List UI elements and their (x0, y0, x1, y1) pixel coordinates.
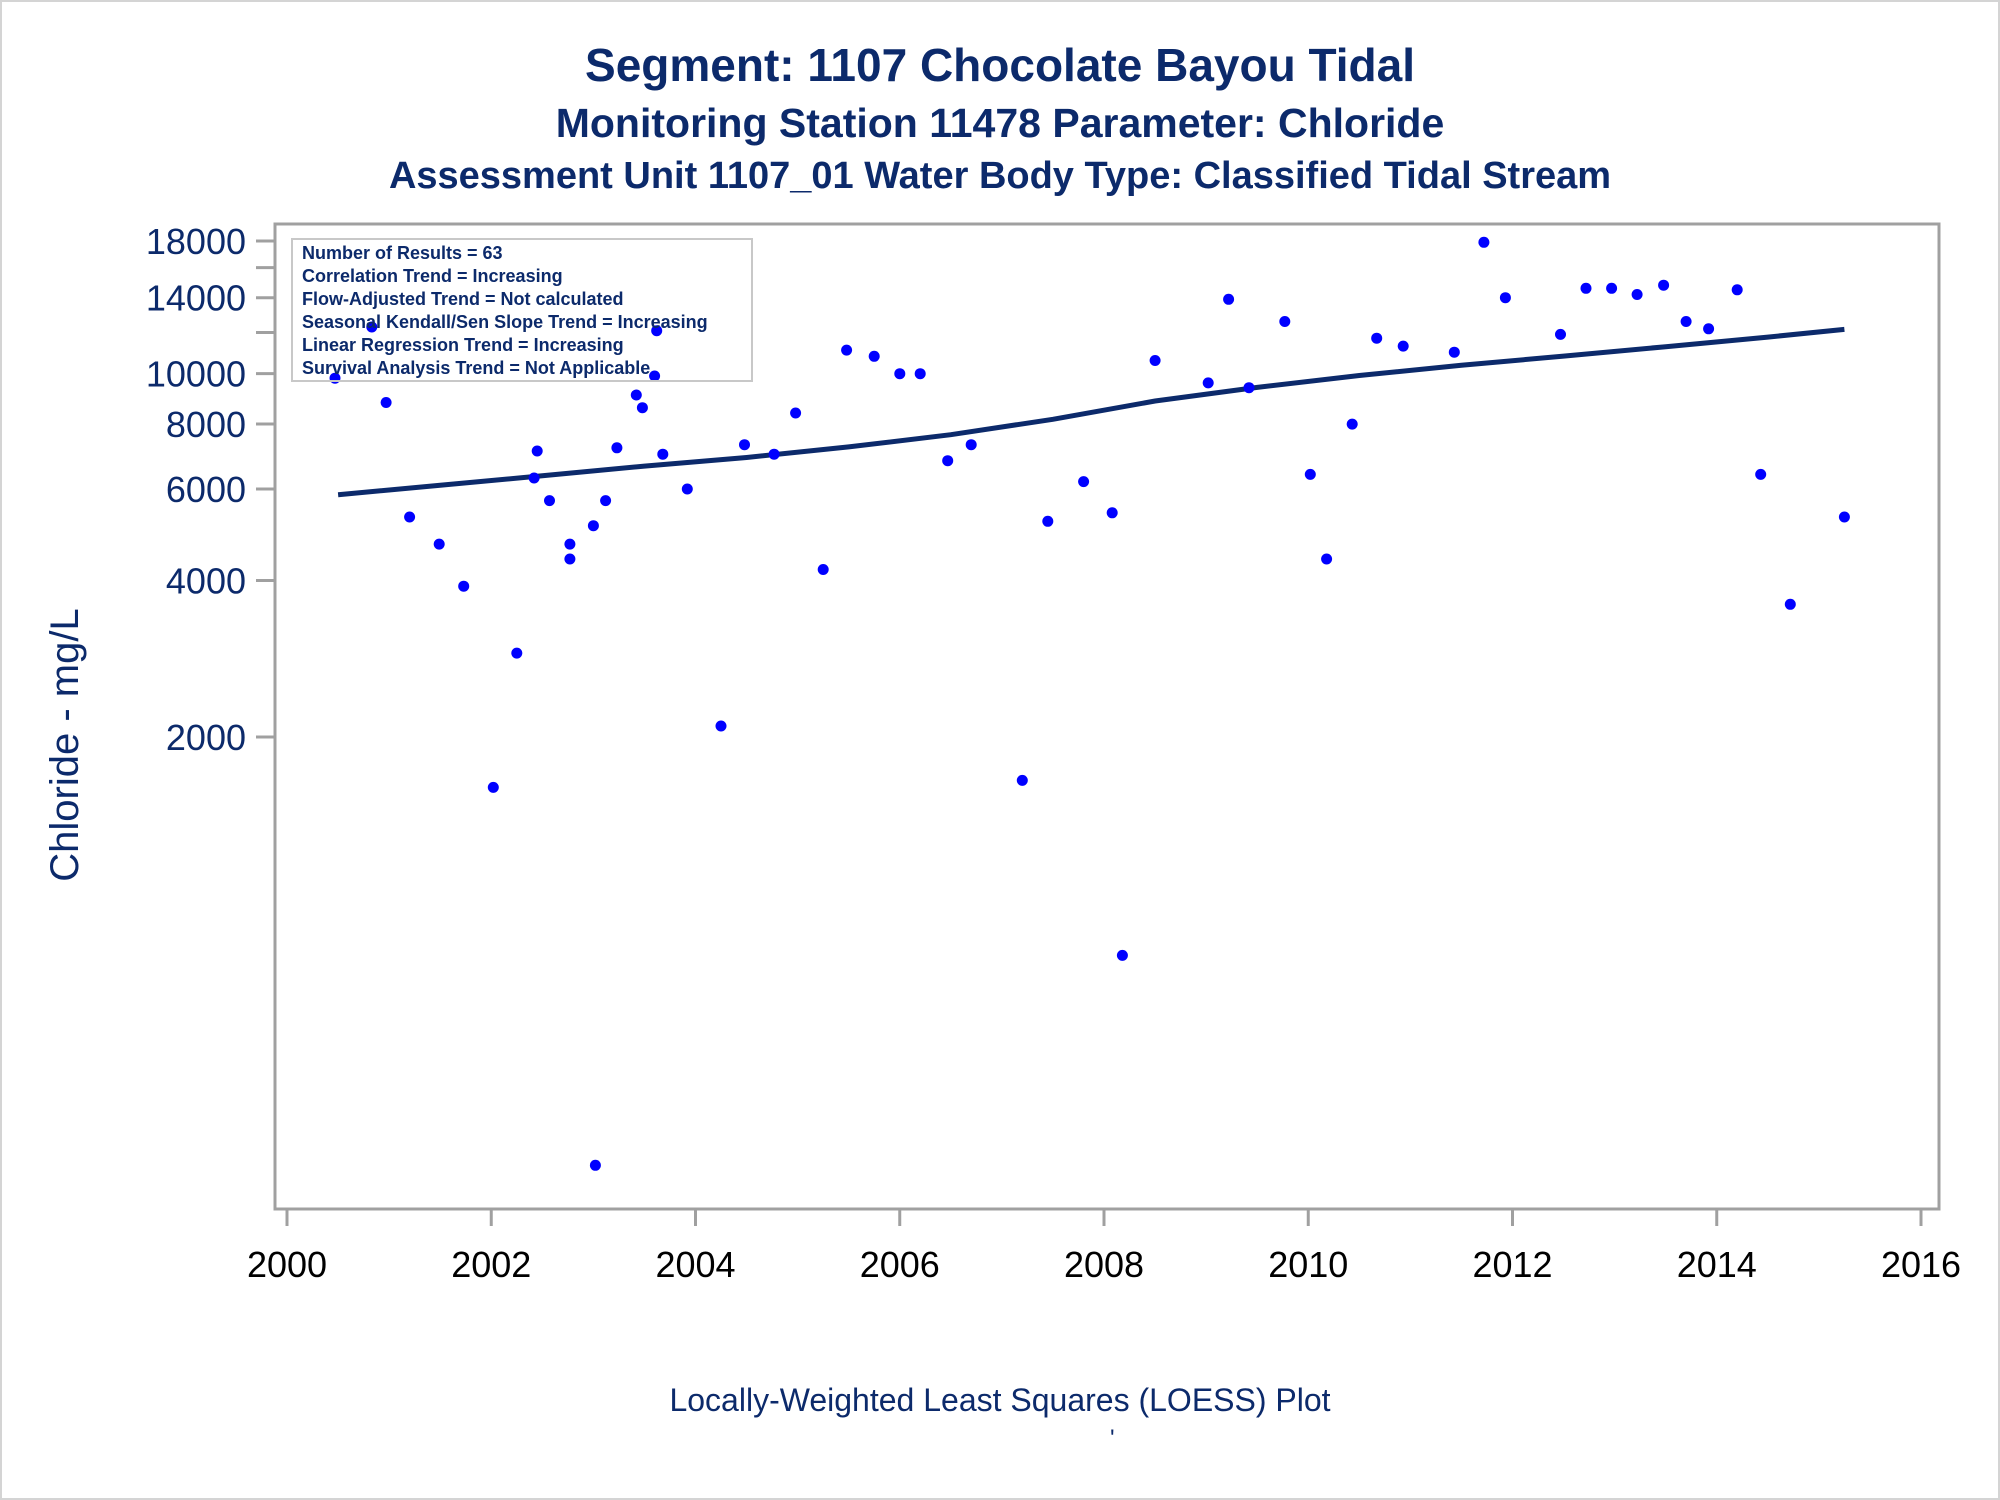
data-point (1838, 511, 1850, 523)
data-point (1042, 515, 1054, 527)
x-tick-label: 2002 (451, 1244, 531, 1285)
x-tick-label: 2000 (247, 1244, 327, 1285)
data-point (1448, 346, 1460, 358)
data-point (649, 370, 661, 382)
data-point (1304, 468, 1316, 480)
data-point (1202, 377, 1214, 389)
data-point (817, 564, 829, 575)
data-point (841, 344, 853, 356)
data-point (715, 720, 727, 732)
x-tick-label: 2010 (1268, 1244, 1348, 1285)
data-point (531, 445, 543, 457)
stats-box-line: Flow-Adjusted Trend = Not calculated (302, 289, 624, 309)
data-point (739, 439, 750, 451)
y-tick-label: 14000 (146, 278, 246, 319)
data-point (564, 538, 576, 550)
stats-box-line: Linear Regression Trend = Increasing (302, 335, 624, 355)
data-point (1346, 418, 1358, 430)
data-point (1223, 293, 1235, 305)
data-point (487, 781, 499, 793)
data-point (1397, 340, 1409, 352)
data-point (511, 647, 523, 659)
y-tick-label: 10000 (146, 354, 246, 395)
data-point (1116, 949, 1128, 961)
data-point (600, 495, 612, 507)
data-point (1016, 774, 1028, 786)
y-axis: 2000 4000 6000 8000 10000 14000 18000 (146, 221, 275, 758)
data-point (1580, 282, 1592, 294)
data-points (329, 236, 1850, 1171)
data-point (1279, 316, 1291, 327)
x-tick-label: 2016 (1881, 1244, 1961, 1285)
data-point (587, 520, 599, 532)
data-point (636, 402, 648, 414)
data-point (1149, 355, 1161, 366)
data-point (914, 368, 926, 380)
x-tick-label: 2004 (655, 1244, 735, 1285)
data-point (942, 455, 954, 467)
data-point (433, 538, 445, 550)
data-point (1658, 279, 1670, 291)
data-point (1680, 316, 1692, 327)
loess-trend-line (337, 326, 1845, 498)
y-axis-label: Chloride - mg/L (43, 608, 87, 881)
data-point (1106, 507, 1118, 519)
data-point (1755, 468, 1767, 480)
data-point (564, 553, 576, 565)
stats-box-line: Number of Results = 63 (302, 243, 503, 263)
y-tick-label: 4000 (166, 561, 246, 602)
x-tick-label: 2012 (1472, 1244, 1552, 1285)
data-point (528, 472, 540, 484)
data-point (868, 350, 880, 362)
data-point (657, 448, 669, 460)
y-tick-label: 2000 (166, 717, 246, 758)
data-point (681, 483, 693, 495)
x-tick-label: 2008 (1064, 1244, 1144, 1285)
data-point (965, 439, 977, 451)
data-point (1371, 332, 1383, 344)
data-point (544, 495, 555, 507)
data-point (380, 397, 392, 408)
stats-box-line: Survival Analysis Trend = Not Applicable (302, 358, 650, 378)
stats-box-line: Seasonal Kendall/Sen Slope Trend = Incre… (302, 312, 708, 332)
data-point (1243, 382, 1255, 394)
data-point (1784, 598, 1796, 610)
y-tick-label: 6000 (166, 469, 246, 510)
stats-box-border (291, 238, 753, 382)
plot-area-frame (273, 222, 1941, 1211)
x-axis: 2000 2002 2004 2006 2008 2010 2012 2014 2016 (247, 1209, 1961, 1285)
data-point (404, 511, 416, 523)
data-point (768, 448, 780, 460)
x-tick-label: 2006 (860, 1244, 940, 1285)
y-tick-label: 18000 (146, 221, 246, 262)
data-point (611, 442, 623, 454)
data-point (1606, 282, 1618, 294)
data-point (630, 389, 642, 401)
data-point (1078, 476, 1090, 488)
data-point (1631, 289, 1643, 300)
data-point (1731, 284, 1743, 296)
data-point (790, 407, 802, 419)
stats-box-line: Correlation Trend = Increasing (302, 266, 563, 286)
data-point (589, 1159, 601, 1171)
data-point (651, 325, 663, 337)
data-point (1478, 236, 1490, 248)
y-tick-label: 8000 (166, 404, 246, 445)
chart-title-assessment-unit: Assessment Unit 1107_01 Water Body Type:… (388, 155, 1612, 197)
chart-title-segment: Segment: 1107 Chocolate Bayou Tidal (585, 39, 1415, 91)
data-point (366, 321, 378, 333)
data-point (1555, 328, 1566, 340)
x-tick-label: 2014 (1677, 1244, 1757, 1285)
data-point (458, 580, 470, 592)
stats-box: Number of Results = 63 Correlation Trend … (291, 238, 753, 382)
footnote-mark: ' (1110, 1425, 1115, 1452)
data-point (1321, 553, 1333, 565)
data-point (1703, 323, 1715, 335)
data-point (894, 368, 906, 380)
plot-footnote: Locally-Weighted Least Squares (LOESS) P… (669, 1382, 1331, 1418)
chart-title-station: Monitoring Station 11478 Parameter: Chlo… (555, 100, 1445, 146)
data-point (1499, 292, 1511, 304)
